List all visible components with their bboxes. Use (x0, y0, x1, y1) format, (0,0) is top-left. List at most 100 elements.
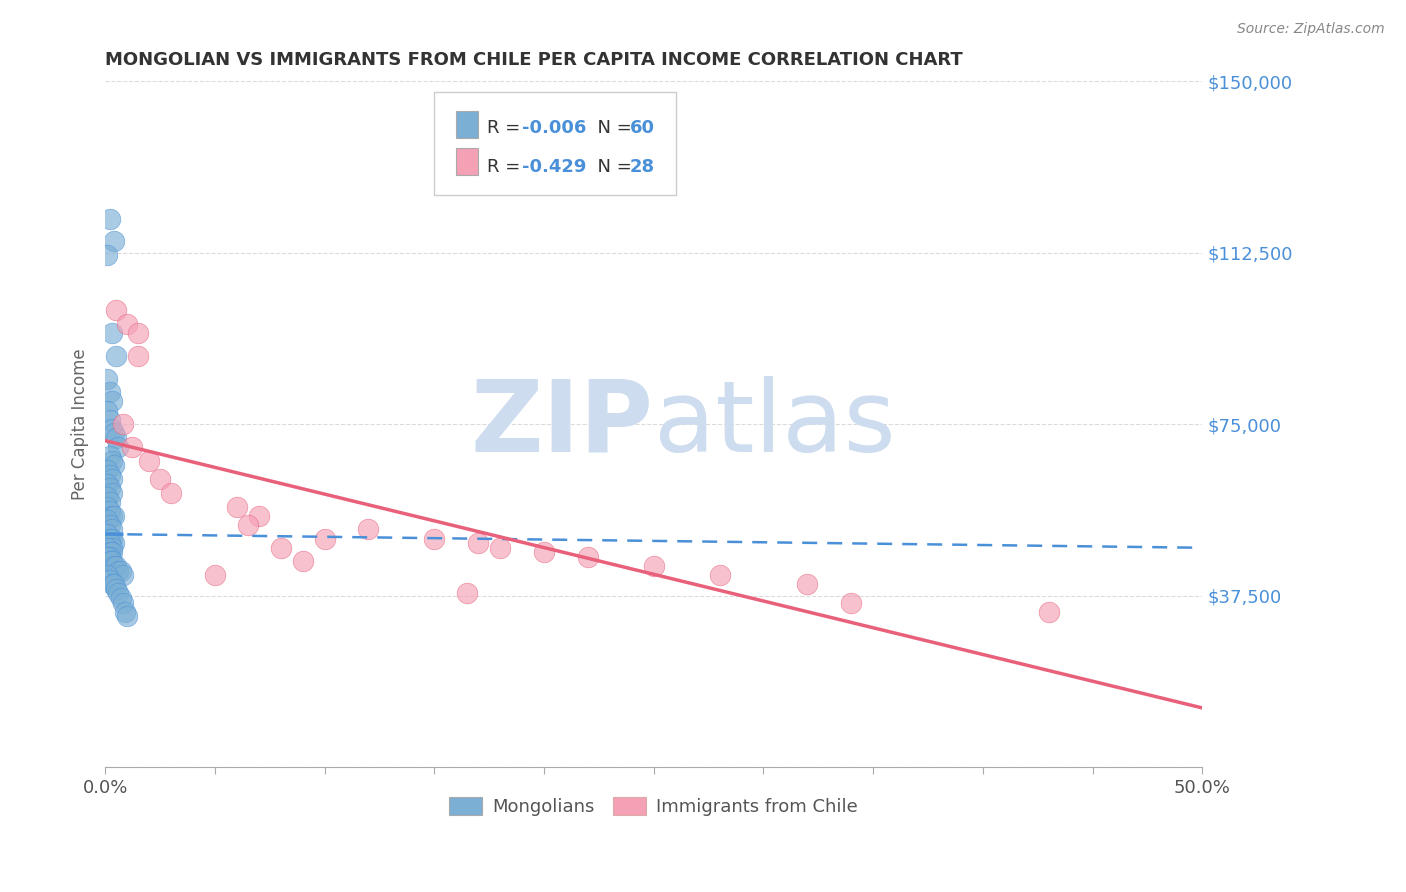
Point (247, 508, 270, 523)
Point (96, 568, 118, 582)
Point (456, 586, 478, 600)
Point (101, 545, 124, 559)
Point (98, 517, 121, 532)
Text: 28: 28 (630, 158, 655, 176)
Y-axis label: Per Capita Income: Per Capita Income (72, 349, 89, 500)
Text: N =: N = (586, 119, 637, 137)
Point (114, 605, 136, 619)
Point (101, 508, 124, 523)
Point (796, 577, 818, 591)
Point (110, 591, 132, 605)
Text: R =: R = (486, 158, 526, 176)
Point (101, 532, 124, 546)
Point (96, 403, 118, 417)
Point (110, 564, 132, 578)
Point (103, 458, 125, 473)
Point (839, 596, 862, 610)
Point (107, 586, 129, 600)
Text: R =: R = (486, 119, 526, 137)
Point (96, 371, 118, 385)
Point (96, 500, 118, 514)
Point (96, 541, 118, 555)
Point (98, 481, 121, 495)
Point (115, 317, 138, 331)
Point (101, 394, 124, 409)
Point (115, 609, 138, 624)
Point (103, 559, 125, 574)
Point (291, 554, 314, 568)
Point (96, 527, 118, 541)
Point (101, 422, 124, 436)
Point (96, 463, 118, 477)
Point (103, 426, 125, 441)
Point (98, 545, 121, 559)
Text: MONGOLIAN VS IMMIGRANTS FROM CHILE PER CAPITA INCOME CORRELATION CHART: MONGOLIAN VS IMMIGRANTS FROM CHILE PER C… (105, 51, 963, 69)
Point (98, 554, 121, 568)
Point (96, 549, 118, 564)
Point (101, 577, 124, 591)
Point (96, 491, 118, 505)
Text: ZIP: ZIP (471, 376, 654, 473)
Point (643, 559, 665, 574)
Point (101, 486, 124, 500)
Point (225, 500, 247, 514)
Point (98, 536, 121, 550)
Point (111, 596, 134, 610)
Point (98, 495, 121, 509)
Point (98, 573, 121, 587)
Point (1038, 605, 1060, 619)
Point (101, 326, 124, 340)
Text: -0.429: -0.429 (522, 158, 586, 176)
Point (103, 536, 125, 550)
Point (105, 559, 128, 574)
Point (138, 454, 160, 468)
Point (270, 541, 292, 555)
Text: -0.006: -0.006 (522, 119, 586, 137)
Point (98, 211, 121, 226)
Point (423, 532, 446, 546)
Point (96, 476, 118, 491)
Point (98, 549, 121, 564)
Point (101, 454, 124, 468)
Text: atlas: atlas (654, 376, 896, 473)
Point (105, 431, 128, 445)
Point (127, 326, 149, 340)
Point (96, 513, 118, 527)
Point (149, 472, 172, 486)
Point (160, 486, 183, 500)
Point (467, 536, 489, 550)
Point (103, 577, 125, 591)
Point (127, 349, 149, 363)
FancyBboxPatch shape (457, 111, 478, 138)
Point (105, 349, 128, 363)
Point (98, 504, 121, 518)
Point (204, 568, 226, 582)
FancyBboxPatch shape (434, 92, 676, 194)
Point (101, 523, 124, 537)
Point (98, 467, 121, 482)
Point (101, 554, 124, 568)
Text: N =: N = (586, 158, 637, 176)
Point (103, 235, 125, 249)
FancyBboxPatch shape (457, 148, 478, 176)
Point (98, 413, 121, 427)
Point (357, 523, 380, 537)
Point (121, 440, 143, 454)
Point (111, 568, 134, 582)
Point (98, 532, 121, 546)
Legend: Mongolians, Immigrants from Chile: Mongolians, Immigrants from Chile (441, 789, 865, 823)
Text: Source: ZipAtlas.com: Source: ZipAtlas.com (1237, 22, 1385, 37)
Point (107, 564, 129, 578)
Point (105, 303, 128, 318)
Point (489, 541, 512, 555)
Point (236, 517, 259, 532)
Point (111, 417, 134, 432)
Point (709, 568, 731, 582)
Point (576, 549, 599, 564)
Text: 60: 60 (630, 119, 655, 137)
Point (105, 582, 128, 596)
Point (98, 385, 121, 400)
Point (314, 532, 336, 546)
Point (101, 472, 124, 486)
Point (107, 440, 129, 454)
